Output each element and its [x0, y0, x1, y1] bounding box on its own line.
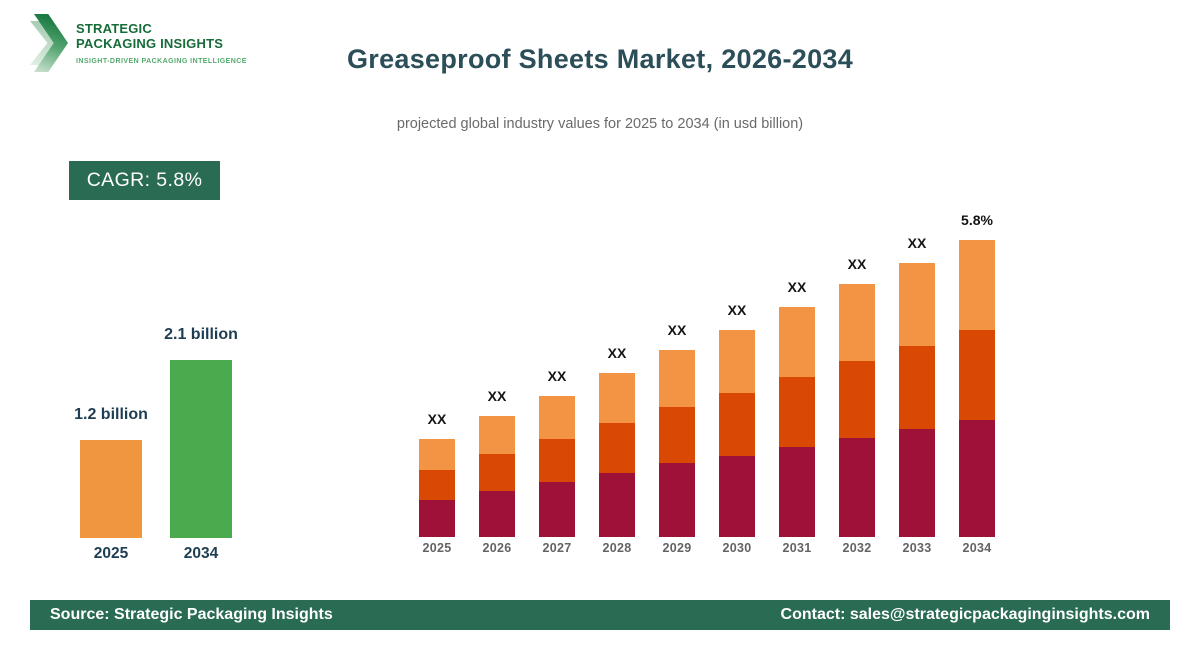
bar-segment-bottom	[599, 473, 635, 537]
bar-segment-middle	[419, 470, 455, 500]
axis-label-year: 2032	[842, 541, 872, 555]
stacked-bars-row: XX XX XX XX XX XX XX XX XX 5.8%	[419, 195, 995, 537]
axis-label-year: 2029	[662, 541, 692, 555]
stacked-bar-column: XX	[839, 256, 875, 537]
bar-segment-bottom	[719, 456, 755, 537]
stacked-bar-column: XX	[539, 368, 575, 537]
bar-segment-bottom	[959, 420, 995, 537]
stacked-bar-column: 5.8%	[959, 212, 995, 537]
bar-value-label: XX	[667, 322, 687, 338]
axis-label-year: 2025	[93, 545, 129, 562]
stacked-bar-chart: XX XX XX XX XX XX XX XX XX 5.8% 2025 2026 2027 2028 2…	[419, 195, 995, 555]
company-logo: STRATEGIC PACKAGING INSIGHTS INSIGHT-DRI…	[30, 14, 247, 72]
bar-segment-top	[599, 373, 635, 423]
bar-segment-top	[779, 307, 815, 377]
bar-segment-middle	[539, 439, 575, 482]
bar-value-label: 2.1 billion	[164, 326, 238, 343]
bar-value-label: 1.2 billion	[74, 406, 148, 423]
bar-value-label: 5.8%	[961, 212, 993, 228]
bar-segment-bottom	[779, 447, 815, 537]
bar-value-label: XX	[547, 368, 567, 384]
bar-segment-bottom	[659, 463, 695, 537]
stacked-bar-column: XX	[719, 302, 755, 537]
page-title: Greaseproof Sheets Market, 2026-2034	[346, 44, 854, 74]
logo-tagline: INSIGHT-DRIVEN PACKAGING INTELLIGENCE	[76, 58, 247, 66]
bar-segment-middle	[719, 393, 755, 456]
bar-value-label: XX	[607, 345, 627, 361]
footer-bar: Source: Strategic Packaging Insights Con…	[30, 600, 1170, 630]
mini-bar	[80, 440, 142, 538]
mini-years-row: 2025 2034	[80, 545, 232, 563]
bar-value-label: XX	[727, 302, 747, 318]
bar-value-label: XX	[787, 279, 807, 295]
bar-segment-bottom	[539, 482, 575, 537]
axis-label-year: 2027	[542, 541, 572, 555]
mini-bar-chart: 1.2 billion 2.1 billion 2025 2034	[74, 326, 238, 563]
cagr-badge: CAGR: 5.8%	[69, 161, 220, 200]
axis-label-year: 2028	[602, 541, 632, 555]
stacked-bar-column: XX	[419, 411, 455, 537]
axis-label-year: 2034	[962, 541, 992, 555]
bar-segment-bottom	[479, 491, 515, 537]
logo-text: STRATEGIC PACKAGING INSIGHTS INSIGHT-DRI…	[76, 14, 247, 65]
bar-value-label: XX	[907, 235, 927, 251]
stacked-bar-column: XX	[899, 235, 935, 537]
bar-segment-top	[959, 240, 995, 330]
axis-label-year: 2025	[422, 541, 452, 555]
footer-contact: Contact: sales@strategicpackaginginsight…	[780, 606, 1150, 623]
bar-segment-top	[539, 396, 575, 439]
axis-label-year: 2030	[722, 541, 752, 555]
axis-label-year: 2026	[482, 541, 512, 555]
mini-bar-column: 1.2 billion	[74, 406, 148, 538]
bar-segment-top	[479, 416, 515, 454]
bar-value-label: XX	[427, 411, 447, 427]
bar-segment-top	[419, 439, 455, 470]
mini-bar-column: 2.1 billion	[164, 326, 238, 538]
bar-segment-middle	[779, 377, 815, 447]
stacked-bar-column: XX	[479, 388, 515, 537]
bar-segment-top	[659, 350, 695, 407]
bar-segment-top	[899, 263, 935, 346]
bar-segment-middle	[959, 330, 995, 420]
bar-segment-middle	[839, 361, 875, 438]
footer-source: Source: Strategic Packaging Insights	[50, 606, 333, 623]
bar-segment-bottom	[899, 429, 935, 537]
bar-segment-middle	[899, 346, 935, 429]
stacked-bar-column: XX	[779, 279, 815, 537]
stacked-bar-column: XX	[659, 322, 695, 537]
axis-label-year: 2034	[183, 545, 219, 562]
axis-label-year: 2031	[782, 541, 812, 555]
bar-segment-top	[719, 330, 755, 393]
bar-segment-middle	[479, 454, 515, 491]
bar-segment-middle	[659, 407, 695, 463]
bar-value-label: XX	[487, 388, 507, 404]
logo-line2: PACKAGING INSIGHTS	[76, 35, 224, 51]
stacked-years-row: 2025 2026 2027 2028 2029 2030 2031 2032 2033 2034	[419, 541, 995, 555]
bar-segment-middle	[599, 423, 635, 473]
mini-bar	[170, 360, 232, 538]
logo-line1: STRATEGIC	[76, 21, 152, 36]
page-subtitle: projected global industry values for 202…	[396, 116, 804, 132]
stacked-bar-column: XX	[599, 345, 635, 537]
chevron-arrow-icon	[30, 14, 68, 72]
mini-bars-row: 1.2 billion 2.1 billion	[74, 326, 238, 538]
bar-segment-top	[839, 284, 875, 361]
bar-value-label: XX	[847, 256, 867, 272]
bar-segment-bottom	[419, 500, 455, 537]
axis-label-year: 2033	[902, 541, 932, 555]
bar-segment-bottom	[839, 438, 875, 537]
